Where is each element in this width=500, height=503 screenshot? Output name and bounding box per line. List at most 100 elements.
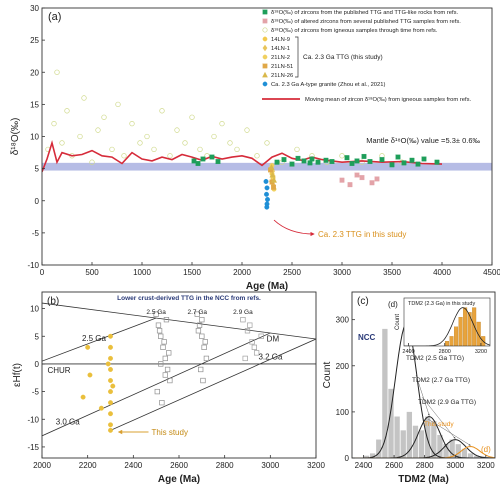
reference-line (42, 317, 157, 362)
legend-swatch (262, 63, 268, 69)
histogram-bar (473, 455, 480, 458)
panel-label: (b) (47, 296, 59, 307)
point (339, 153, 345, 159)
histogram-bar (400, 430, 406, 458)
panel: 2400 2800 3200 Count TDM2 (2.3 Ga) in this s… (388, 297, 491, 454)
histogram-bar (449, 336, 454, 346)
legend-swatch (262, 36, 268, 42)
legend-swatch (262, 44, 268, 52)
point (200, 156, 206, 162)
point (395, 154, 401, 160)
point (409, 157, 415, 163)
bracket (295, 36, 299, 78)
histogram-bar (437, 434, 443, 458)
x-tick-label: 3000 (261, 461, 279, 470)
x-tick-label: 3500 (383, 268, 401, 277)
x-tick-label: 2400 (402, 349, 414, 355)
y-tick-label: 0 (345, 454, 350, 463)
histogram-bar (394, 416, 400, 458)
x-tick-label: 2600 (385, 461, 403, 470)
point (379, 157, 385, 163)
histogram-bar (458, 317, 463, 346)
point (354, 158, 360, 164)
plot-background (42, 8, 492, 265)
point (401, 160, 407, 166)
point (98, 405, 104, 411)
x-tick-label: 1000 (133, 268, 151, 277)
point (108, 400, 113, 406)
y-tick-label: -5 (32, 229, 40, 238)
point (64, 108, 70, 114)
y-axis-label: Count (322, 361, 333, 388)
y-tick-label: 5 (35, 165, 40, 174)
line-label: 3.0 Ga (56, 418, 81, 427)
plot-area (42, 69, 492, 210)
panel-label: (c) (357, 296, 369, 307)
point (109, 146, 115, 153)
curve-label: TDM2 (2.9 Ga TTG) (418, 399, 476, 406)
point (359, 159, 365, 165)
point (215, 159, 221, 165)
point (156, 328, 163, 334)
curve-leader (427, 418, 471, 446)
point (270, 176, 278, 183)
y-tick-label: 30 (30, 4, 39, 13)
point (101, 114, 107, 120)
legend-label: δ¹⁸O(‰) of zircons from igneous samples … (271, 27, 438, 34)
x-axis-label: Age (Ma) (246, 281, 288, 292)
histogram-bar (476, 321, 481, 346)
x-tick-label: 500 (85, 268, 99, 277)
histogram-bar (363, 455, 370, 458)
point (159, 108, 165, 114)
point (115, 101, 121, 108)
histogram-bar (449, 439, 455, 458)
y-tick-label: -5 (32, 388, 40, 397)
point (219, 120, 225, 127)
point (251, 344, 258, 350)
point (253, 350, 260, 356)
point (247, 322, 253, 328)
point (174, 127, 180, 133)
y-tick-label: 5 (35, 332, 40, 341)
point (195, 328, 202, 334)
x-axis-label: Age (Ma) (158, 474, 200, 485)
point (81, 95, 87, 101)
curve-leader (421, 396, 456, 439)
legend-swatch (262, 54, 268, 60)
point (200, 377, 206, 384)
bracket-label: Ca. 2.3 Ga TTG (this study) (303, 54, 383, 61)
histogram-bar (467, 453, 474, 458)
x-tick-label: 2400 (355, 461, 373, 470)
point (87, 372, 93, 378)
point (108, 389, 113, 395)
point (249, 339, 255, 345)
y-tick-label: 200 (336, 362, 350, 371)
point (108, 422, 113, 428)
x-tick-label: 2800 (416, 461, 434, 470)
density-curve (352, 415, 495, 458)
point (244, 127, 250, 133)
legend-swatch (262, 18, 268, 24)
point (201, 344, 207, 350)
point (191, 158, 197, 164)
panel: 0 500 1000 1500 2000 2500 3000 3500 4000 4500 -10 -… (10, 4, 500, 292)
annotation: NCC (358, 333, 376, 342)
density-curve (352, 445, 495, 458)
point (268, 164, 275, 170)
legend-label: 14LN-1 (271, 46, 290, 52)
y-tick-label: 25 (30, 36, 39, 45)
annotation: Ca. 2.3 TTG in this study (318, 230, 406, 239)
point (199, 333, 205, 339)
point (108, 344, 113, 350)
legend-swatch (262, 27, 268, 33)
point (301, 158, 307, 164)
point (182, 140, 188, 146)
y-tick-label: 0 (35, 360, 40, 369)
point (198, 366, 204, 373)
histogram-bar (382, 328, 388, 458)
point (349, 161, 355, 166)
point (211, 133, 217, 140)
point (354, 172, 360, 178)
point (344, 155, 350, 161)
point (162, 355, 168, 362)
